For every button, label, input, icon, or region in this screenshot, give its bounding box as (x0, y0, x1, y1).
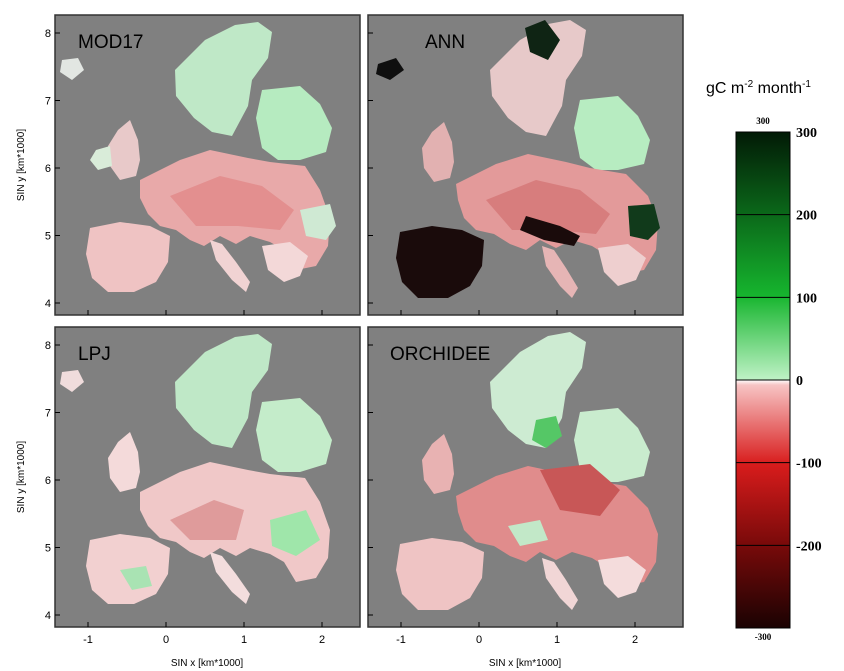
x-tick-label: 2 (632, 634, 638, 646)
y-tick-label: 6 (45, 475, 51, 487)
x-tick-label: 1 (554, 634, 560, 646)
europe-map (376, 20, 660, 298)
x-axis-label: SIN x [km*1000] (171, 658, 243, 669)
colorbar-ticks: 300 200 100 0 -100 -200 (736, 126, 822, 554)
axis-ticks: 8 7 6 5 4 8 7 6 5 4 -1 0 1 2 -1 0 1 2 (45, 28, 638, 646)
y-axis-label: SIN y [km*1000] (16, 441, 27, 513)
panel-ann: ANN (367, 14, 684, 316)
colorbar-tick-label: -100 (796, 457, 822, 472)
y-tick-label: 5 (45, 231, 51, 243)
panel-title: MOD17 (78, 32, 143, 53)
europe-map (396, 332, 658, 610)
colorbar-top-small-label: 300 (756, 116, 770, 126)
colorbar-units: gC m-2 month-1 (706, 79, 811, 97)
europe-map (60, 334, 332, 604)
x-axis-label: SIN x [km*1000] (489, 658, 561, 669)
colorbar: gC m-2 month-1 300 200 100 0 -100 -200 300 -3… (706, 79, 822, 642)
x-tick-label: 2 (319, 634, 325, 646)
colorbar-bottom-small-label: -300 (755, 632, 772, 642)
colorbar-tick-label: 300 (796, 126, 817, 141)
colorbar-tick-label: -200 (796, 539, 822, 554)
panel-title: ORCHIDEE (390, 344, 490, 365)
y-tick-label: 6 (45, 163, 51, 175)
y-tick-label: 7 (45, 408, 51, 420)
y-tick-label: 8 (45, 340, 51, 352)
y-tick-label: 8 (45, 28, 51, 40)
y-tick-label: 5 (45, 543, 51, 555)
y-axis-label: SIN y [km*1000] (16, 129, 27, 201)
y-tick-label: 4 (45, 298, 51, 310)
panel-lpj: LPJ (54, 326, 361, 628)
panel-orchidee: ORCHIDEE (367, 326, 684, 628)
colorbar-tick-label: 0 (796, 374, 803, 389)
x-tick-label: 0 (476, 634, 482, 646)
colorbar-tick-label: 200 (796, 209, 817, 224)
x-tick-label: -1 (83, 634, 93, 646)
europe-map (60, 22, 336, 292)
colorbar-tick-label: 100 (796, 291, 817, 306)
x-tick-label: -1 (396, 634, 406, 646)
panel-mod17: MOD17 (54, 14, 361, 316)
y-tick-label: 7 (45, 96, 51, 108)
panel-title: LPJ (78, 344, 111, 365)
y-tick-label: 4 (45, 610, 51, 622)
panel-title: ANN (425, 32, 465, 53)
x-tick-label: 0 (163, 634, 169, 646)
x-tick-label: 1 (241, 634, 247, 646)
